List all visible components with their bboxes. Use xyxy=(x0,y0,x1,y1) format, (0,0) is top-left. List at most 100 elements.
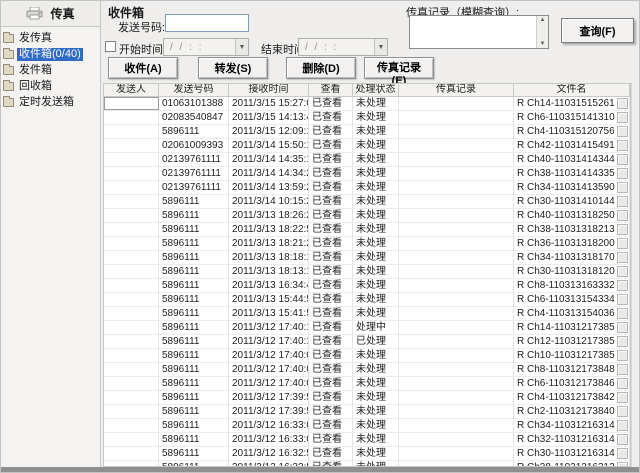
send-number-input[interactable] xyxy=(165,14,249,32)
filename-text: R Ch34-11031318170 xyxy=(517,252,615,263)
open-file-button[interactable] xyxy=(617,406,628,417)
received-time-cell: 2011/3/12 16:33:01 xyxy=(229,433,309,446)
table-row[interactable]: 5896111 2011/3/12 16:32:59 已查看 未处理 R Ch30-11… xyxy=(104,447,630,461)
received-time-cell: 2011/3/12 17:40:11 xyxy=(229,335,309,348)
number-cell: 02139761111 xyxy=(159,153,229,166)
table-row[interactable]: 5896111 2011/3/13 18:21:24 已查看 未处理 R Ch36-11… xyxy=(104,237,630,251)
table-row[interactable]: 5896111 2011/3/13 18:13:14 已查看 未处理 R Ch30-11… xyxy=(104,265,630,279)
open-file-button[interactable] xyxy=(617,448,628,459)
column-header[interactable]: 传真记录 xyxy=(399,84,514,96)
table-row[interactable]: 02139761111 2011/3/14 13:59:28 已查看 未处理 R Ch3… xyxy=(104,181,630,195)
open-file-button[interactable] xyxy=(617,392,628,403)
table-row[interactable]: 5896111 2011/3/13 16:34:46 已查看 未处理 R Ch8-110… xyxy=(104,279,630,293)
open-file-button[interactable] xyxy=(617,434,628,445)
table-row[interactable]: 01063101388 2011/3/15 15:27:06 已查看 未处理 R Ch1… xyxy=(104,97,630,111)
open-file-button[interactable] xyxy=(617,280,628,291)
open-file-button[interactable] xyxy=(617,308,628,319)
sidebar-item-label: 发传真 xyxy=(19,31,52,44)
end-time-picker[interactable]: / / : : ▼ xyxy=(298,38,388,56)
table-row[interactable]: 5896111 2011/3/13 15:44:56 已查看 未处理 R Ch6-110… xyxy=(104,293,630,307)
open-file-button[interactable] xyxy=(617,378,628,389)
table-row[interactable]: 02139761111 2011/3/14 14:35:14 已查看 未处理 R Ch4… xyxy=(104,153,630,167)
open-file-button[interactable] xyxy=(617,364,628,375)
sidebar-item[interactable]: 发传真 xyxy=(1,30,100,46)
number-cell: 02061009393 xyxy=(159,139,229,152)
number-cell: 5896111 xyxy=(159,293,229,306)
sidebar-item[interactable]: 收件箱(0/40) xyxy=(1,46,100,62)
open-file-button[interactable] xyxy=(617,168,628,179)
forward-button[interactable]: 转发(S) xyxy=(198,57,268,79)
start-time-picker[interactable]: / / : : ▼ xyxy=(163,38,249,56)
column-header[interactable]: 发送人 xyxy=(104,84,159,96)
record-cell xyxy=(399,111,514,124)
fax-record-button[interactable]: 传真记录(E) xyxy=(364,57,434,87)
time-filter-checkbox[interactable] xyxy=(105,41,116,52)
open-file-button[interactable] xyxy=(617,294,628,305)
table-row[interactable]: 5896111 2011/3/12 17:40:04 已查看 未处理 R Ch8-110… xyxy=(104,363,630,377)
filename-text: R Ch30-11031216314 xyxy=(517,448,615,459)
open-file-button[interactable] xyxy=(617,196,628,207)
open-file-button[interactable] xyxy=(617,336,628,347)
table-row[interactable]: 5896111 2011/3/12 17:40:08 已查看 未处理 R Ch10-11… xyxy=(104,349,630,363)
chevron-down-icon[interactable]: ▼ xyxy=(235,39,248,55)
open-file-button[interactable] xyxy=(617,182,628,193)
column-header[interactable]: 接收时间 xyxy=(229,84,309,96)
open-file-button[interactable] xyxy=(617,350,628,361)
filename-text: R Ch40-11031414344 xyxy=(517,154,615,165)
window-bottom-edge xyxy=(1,467,639,472)
open-file-button[interactable] xyxy=(617,238,628,249)
table-row[interactable]: 5896111 2011/3/12 17:39:54 已查看 未处理 R Ch2-110… xyxy=(104,405,630,419)
table-row[interactable]: 5896111 2011/3/12 16:33:04 已查看 未处理 R Ch34-11… xyxy=(104,419,630,433)
open-file-button[interactable] xyxy=(617,462,628,466)
filename-text: R Ch38-11031318213 xyxy=(517,224,615,235)
table-row[interactable]: 5896111 2011/3/13 15:41:52 已查看 未处理 R Ch4-110… xyxy=(104,307,630,321)
table-row[interactable]: 5896111 2011/3/13 18:18:16 已查看 未处理 R Ch34-11… xyxy=(104,251,630,265)
open-file-button[interactable] xyxy=(617,266,628,277)
textarea-scrollbar[interactable]: ▲ ▼ xyxy=(536,16,548,48)
column-header[interactable]: 发送号码 xyxy=(159,84,229,96)
sidebar-item[interactable]: 发件箱 xyxy=(1,62,100,78)
sender-cell xyxy=(104,251,159,264)
column-header[interactable]: 处理状态 xyxy=(353,84,399,96)
open-file-button[interactable] xyxy=(617,224,628,235)
status-cell: 未处理 xyxy=(353,433,399,446)
table-row[interactable]: 02139761111 2011/3/14 14:34:22 已查看 未处理 R Ch3… xyxy=(104,167,630,181)
open-file-button[interactable] xyxy=(617,154,628,165)
filename-text: R Ch6-110312173846 xyxy=(517,378,615,389)
open-file-button[interactable] xyxy=(617,126,628,137)
open-file-button[interactable] xyxy=(617,98,628,109)
scroll-down-icon[interactable]: ▼ xyxy=(539,41,546,47)
table-row[interactable]: 5896111 2011/3/12 16:33:01 已查看 未处理 R Ch32-11… xyxy=(104,433,630,447)
column-header[interactable]: 查看 xyxy=(309,84,353,96)
open-file-button[interactable] xyxy=(617,252,628,263)
sidebar-item[interactable]: 定时发送箱 xyxy=(1,94,100,110)
table-row[interactable]: 5896111 2011/3/12 17:40:11 已查看 已处理 R Ch12-11… xyxy=(104,335,630,349)
search-button[interactable]: 查询(F) xyxy=(561,18,634,43)
received-time-cell: 2011/3/12 16:32:59 xyxy=(229,447,309,460)
table-row[interactable]: 02061009393 2011/3/14 15:50:14 已查看 未处理 R Ch4… xyxy=(104,139,630,153)
table-row[interactable]: 5896111 2011/3/12 17:40:14 已查看 处理中 R Ch14-11… xyxy=(104,321,630,335)
open-file-button[interactable] xyxy=(617,420,628,431)
table-row[interactable]: 5896111 2011/3/13 18:26:24 已查看 未处理 R Ch40-11… xyxy=(104,209,630,223)
fax-record-search-textarea[interactable]: ▲ ▼ xyxy=(409,15,549,49)
open-file-button[interactable] xyxy=(617,112,628,123)
open-file-button[interactable] xyxy=(617,140,628,151)
table-scrollbar[interactable] xyxy=(631,83,639,467)
table-row[interactable]: 5896111 2011/3/15 12:09:16 已查看 未处理 R Ch4-110… xyxy=(104,125,630,139)
open-file-button[interactable] xyxy=(617,210,628,221)
open-file-button[interactable] xyxy=(617,322,628,333)
table-row[interactable]: 5896111 2011/3/12 17:39:56 已查看 未处理 R Ch4-110… xyxy=(104,391,630,405)
table-row[interactable]: 5896111 2011/3/13 18:22:52 已查看 未处理 R Ch38-11… xyxy=(104,223,630,237)
table-row[interactable]: 5896111 2011/3/14 10:15:28 已查看 未处理 R Ch30-11… xyxy=(104,195,630,209)
chevron-down-icon[interactable]: ▼ xyxy=(374,39,387,55)
table-row[interactable]: 02083540847 2011/3/15 14:13:48 已查看 未处理 R Ch6… xyxy=(104,111,630,125)
column-header[interactable]: 文件名 xyxy=(514,84,630,96)
table-row[interactable]: 5896111 2011/3/12 17:40:02 已查看 未处理 R Ch6-110… xyxy=(104,377,630,391)
status-cell: 未处理 xyxy=(353,139,399,152)
scroll-up-icon[interactable]: ▲ xyxy=(539,17,546,23)
sidebar-item[interactable]: 回收箱 xyxy=(1,78,100,94)
receive-button[interactable]: 收件(A) xyxy=(108,57,178,79)
delete-button[interactable]: 删除(D) xyxy=(286,57,356,79)
filename-text: R Ch30-11031410144 xyxy=(517,196,615,207)
